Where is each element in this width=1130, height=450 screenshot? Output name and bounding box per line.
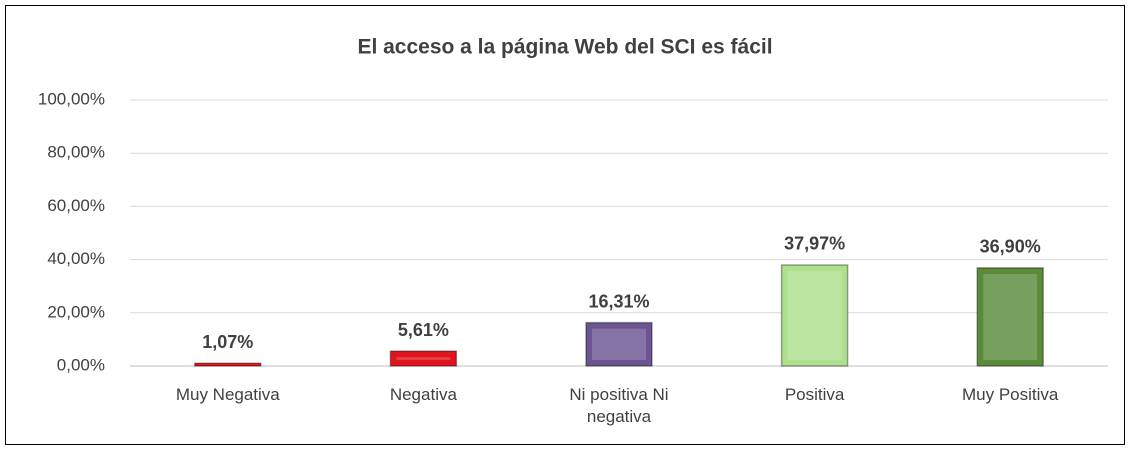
x-tick-label: Positiva bbox=[784, 385, 845, 404]
chart-title: El acceso a la página Web del SCI es fác… bbox=[357, 36, 772, 59]
bar-bevel bbox=[592, 328, 646, 360]
y-tick-label: 20,00% bbox=[47, 302, 105, 321]
bar bbox=[976, 267, 1044, 367]
y-tick-label: 80,00% bbox=[47, 143, 105, 162]
y-tick-label: 0,00% bbox=[57, 355, 105, 374]
value-label: 5,61% bbox=[398, 320, 449, 340]
value-label: 16,31% bbox=[588, 291, 649, 311]
bar-bevel bbox=[396, 357, 451, 360]
bar bbox=[780, 264, 849, 367]
value-label: 37,97% bbox=[784, 234, 845, 254]
value-label: 36,90% bbox=[980, 237, 1041, 257]
x-tick-label: Ni positiva Ni negativa bbox=[569, 385, 669, 426]
bar-bevel bbox=[983, 273, 1038, 360]
bar bbox=[194, 362, 262, 367]
x-tick-label: Muy Negativa bbox=[175, 385, 280, 404]
value-label: 1,07% bbox=[202, 332, 253, 352]
x-tick-label: Negativa bbox=[389, 385, 457, 404]
bar bbox=[585, 321, 653, 367]
bar-bevel bbox=[787, 270, 842, 360]
y-tick-label: 40,00% bbox=[47, 249, 105, 268]
y-tick-label: 60,00% bbox=[47, 196, 105, 215]
bar bbox=[389, 350, 458, 367]
y-tick-label: 100,00% bbox=[38, 89, 105, 108]
chart-border bbox=[5, 5, 1125, 445]
x-tick-label: Muy Positiva bbox=[962, 385, 1059, 404]
